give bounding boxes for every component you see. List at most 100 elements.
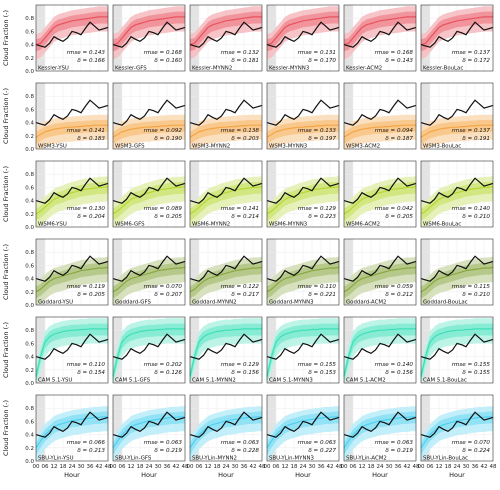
observed-line <box>266 99 340 126</box>
panel-frame <box>112 394 186 462</box>
y-tick-label: 0.0 <box>25 225 34 231</box>
x-tick-label: 12 <box>436 464 443 470</box>
observed-line <box>112 333 186 360</box>
x-tick-label: 06 <box>196 464 203 470</box>
delta-value: δ = 0.156 <box>231 370 259 376</box>
x-axis-label: Hour <box>295 471 311 479</box>
delta-value: δ = 0.166 <box>77 58 105 64</box>
rmse-value: rmse = 0.070 <box>144 284 183 290</box>
panel-label: WSM6-MYNN3 <box>269 222 307 228</box>
ensemble-band-inner <box>267 262 339 299</box>
observed-line <box>35 333 109 360</box>
observed-line <box>266 333 340 360</box>
y-tick-label: 0.4 <box>25 355 34 361</box>
rmse-value: rmse = 0.132 <box>221 50 260 56</box>
panel-frame <box>343 82 417 150</box>
observed-line <box>420 333 494 360</box>
model-mean-line <box>35 16 108 46</box>
observed-line <box>112 99 186 126</box>
y-tick-label: 0.0 <box>25 381 34 387</box>
panel-frame <box>112 238 186 306</box>
x-tick-label: 06 <box>42 464 49 470</box>
spinup-shading <box>421 395 430 461</box>
x-tick-label: 12 <box>51 464 58 470</box>
rmse-value: rmse = 0.110 <box>298 284 337 290</box>
model-mean-line <box>189 186 263 215</box>
rmse-value: rmse = 0.092 <box>144 128 183 134</box>
rmse-value: rmse = 0.063 <box>298 440 337 446</box>
panel-frame <box>343 4 417 72</box>
spinup-shading <box>344 395 353 461</box>
y-tick-label: 0.6 <box>25 263 34 269</box>
model-mean-line <box>420 186 494 215</box>
x-tick-label: 06 <box>119 464 126 470</box>
model-mean-line <box>35 124 108 138</box>
panel-frame <box>112 82 186 150</box>
spinup-shading <box>190 239 199 305</box>
y-tick-label: 0.2 <box>25 56 34 62</box>
panel-label: WSM3-ACM2 <box>346 144 380 150</box>
observed-line <box>420 411 494 438</box>
y-tick-label: 0.0 <box>25 69 34 75</box>
observed-line <box>35 411 109 438</box>
panel-frame <box>35 4 109 72</box>
delta-value: δ = 0.187 <box>385 136 413 142</box>
x-tick-label: 18 <box>368 464 375 470</box>
panel-frame <box>420 238 494 306</box>
panel-label: Goddard-MYNN3 <box>269 300 314 306</box>
y-tick-label: 0.8 <box>25 328 34 334</box>
delta-value: δ = 0.205 <box>154 214 182 220</box>
panel-frame <box>266 4 340 72</box>
x-tick-label: 30 <box>386 464 393 470</box>
spinup-shading <box>113 395 122 461</box>
y-tick-label: 0.8 <box>25 406 34 412</box>
panel-label: WSM3-MYNN3 <box>269 144 307 150</box>
rmse-value: rmse = 0.140 <box>375 362 414 368</box>
ensemble-band-inner <box>267 411 339 455</box>
ensemble-band-inner <box>190 411 262 455</box>
rmse-value: rmse = 0.059 <box>375 284 414 290</box>
x-tick-label: 12 <box>205 464 212 470</box>
ensemble-band-inner <box>113 262 185 299</box>
y-axis-label: Cloud Fraction (-) <box>2 10 10 66</box>
delta-value: δ = 0.160 <box>154 58 182 64</box>
model-mean-line <box>420 266 494 293</box>
model-mean-line <box>189 16 262 46</box>
spinup-shading <box>36 83 45 149</box>
panel-label: CAM 5.1-MYNN2 <box>192 378 236 384</box>
spinup-shading <box>421 83 430 149</box>
panel-label: Goddard-GFS <box>115 300 151 306</box>
panel-frame <box>266 316 340 384</box>
y-tick-label: 0.8 <box>25 250 34 256</box>
spinup-shading <box>344 239 353 305</box>
model-mean-line <box>266 186 340 215</box>
panel-frame <box>266 238 340 306</box>
delta-value: δ = 0.213 <box>77 448 105 454</box>
ensemble-band-inner <box>36 411 108 455</box>
panel-frame <box>35 238 109 306</box>
model-mean-line <box>112 266 186 293</box>
panel-label: Goddard-ACM2 <box>346 300 386 306</box>
observed-line <box>343 99 417 126</box>
rmse-value: rmse = 0.063 <box>144 440 183 446</box>
model-mean-line <box>266 124 339 138</box>
x-tick-label: 06 <box>350 464 357 470</box>
panel-label: SBU-YLin-MYNN3 <box>269 456 314 462</box>
y-tick-label: 0.2 <box>25 368 34 374</box>
spinup-shading <box>267 395 276 461</box>
y-tick-label: 0.8 <box>25 16 34 22</box>
panel-label: CAM 5.1-MYNN3 <box>269 378 313 384</box>
observed-line <box>343 411 417 438</box>
panel-frame <box>420 4 494 72</box>
model-mean-line <box>343 266 417 293</box>
rmse-value: rmse = 0.168 <box>144 50 183 56</box>
model-mean-line <box>343 328 416 377</box>
delta-value: δ = 0.210 <box>462 292 490 298</box>
rmse-value: rmse = 0.129 <box>298 206 337 212</box>
ensemble-band-inner <box>267 323 339 383</box>
panel-frame <box>343 160 417 228</box>
rmse-value: rmse = 0.140 <box>452 206 491 212</box>
panel-frame <box>189 160 263 228</box>
delta-value: δ = 0.205 <box>77 292 105 298</box>
panel-frame <box>35 160 109 228</box>
